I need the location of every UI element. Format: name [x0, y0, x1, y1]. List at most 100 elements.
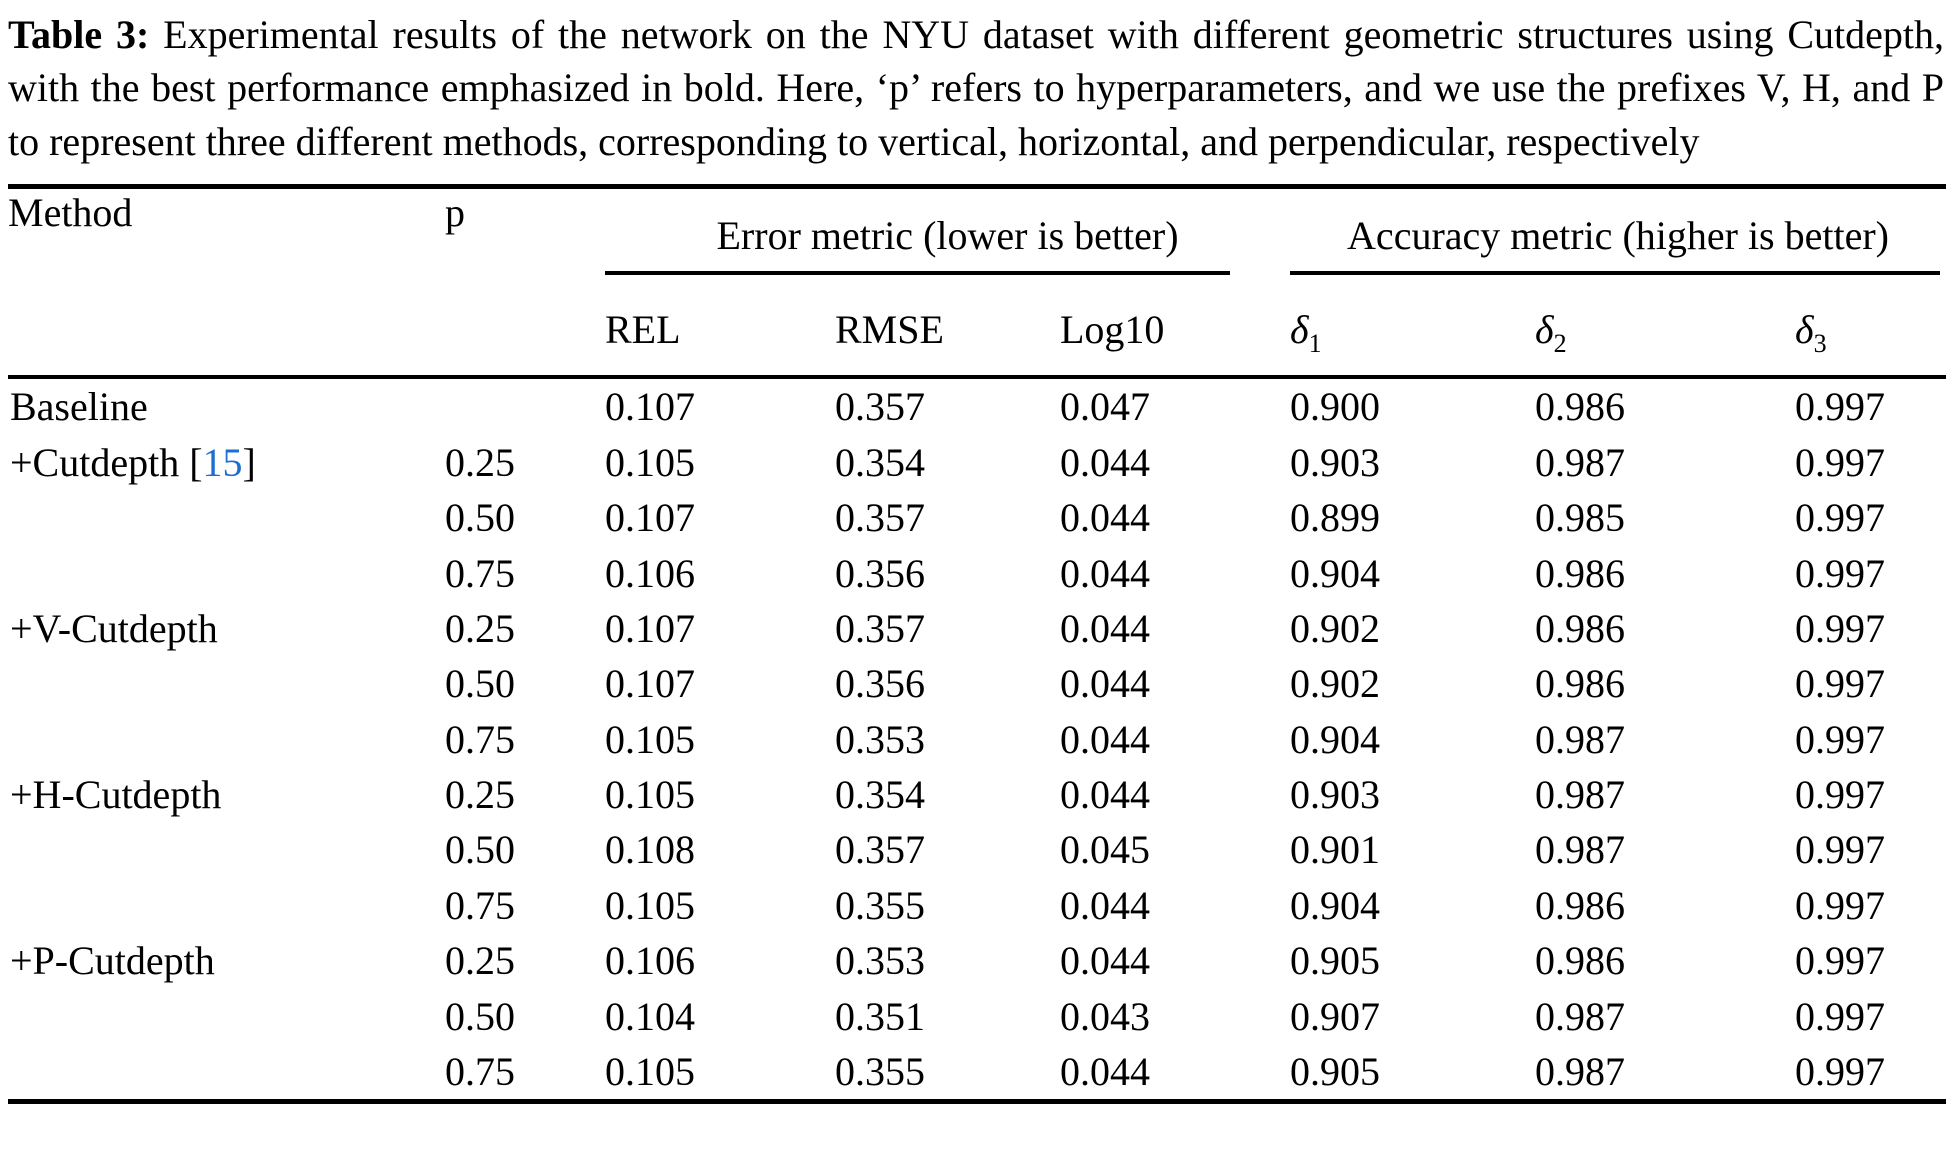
log10-cell: 0.044 [1060, 495, 1150, 541]
method-cell: +Cutdepth [15] [10, 439, 256, 485]
rmse-cell: 0.354 [835, 772, 925, 818]
delta-symbol: δ [1535, 307, 1554, 353]
rel-cell: 0.106 [605, 938, 695, 984]
p-cell: 0.25 [445, 938, 515, 984]
delta3-cell: 0.997 [1795, 1043, 1947, 1105]
log10-cell: 0.044 [1060, 938, 1150, 984]
p-cell: 0.75 [445, 1043, 605, 1105]
delta3-cell: 0.997 [1795, 439, 1886, 485]
table-row: +V-Cutdepth 0.25 0.107 0.357 0.044 0.902 0.986… [8, 601, 1946, 656]
delta2-cell: 0.987 [1535, 827, 1626, 873]
rmse-cell: 0.357 [835, 495, 925, 541]
log10-cell: 0.047 [1060, 384, 1150, 430]
group-header-accuracy-label: Accuracy metric (higher is better) [1347, 213, 1889, 259]
log10-cell: 0.044 [1060, 661, 1150, 707]
header-group-row: Method p Error metric (lower is better) … [8, 184, 1947, 380]
delta1-cell: 0.904 [1290, 716, 1381, 762]
delta2-cell: 0.986 [1535, 938, 1626, 984]
p-cell: 0.25 [445, 439, 515, 485]
rmse-cell: 0.351 [835, 993, 925, 1039]
delta3-cell: 0.997 [1795, 772, 1886, 818]
rmse-cell: 0.354 [835, 439, 925, 485]
rel-cell: 0.105 [605, 882, 695, 928]
rel-cell: 0.108 [605, 827, 695, 873]
p-cell: 0.75 [445, 550, 515, 596]
table-row: Baseline 0.107 0.357 0.047 0.900 0.986 0.997 [8, 377, 1946, 434]
rmse-cell: 0.353 [835, 938, 925, 984]
p-cell: 0.75 [445, 882, 515, 928]
rel-cell: 0.107 [605, 605, 695, 651]
rel-cell: 0.107 [605, 384, 695, 430]
delta-subscript: 1 [1308, 329, 1322, 359]
delta3-cell: 0.997 [1795, 384, 1886, 430]
delta3-cell: 0.997 [1795, 716, 1886, 762]
log10-cell: 0.044 [1060, 605, 1150, 651]
rel-cell: 0.107 [605, 661, 695, 707]
group-header-accuracy-metric: Accuracy metric (higher is better) [1290, 184, 1947, 276]
rel-cell: 0.107 [605, 495, 695, 541]
group-header-error-metric: Error metric (lower is better) [605, 184, 1291, 276]
p-cell: 0.25 [445, 605, 515, 651]
results-table-wrapper: Method p Error metric (lower is better) … [8, 184, 1947, 1105]
delta-subscript: 2 [1553, 329, 1567, 359]
rel-cell: 0.105 [605, 1043, 835, 1105]
method-cell [8, 1043, 445, 1105]
header-metric-row: REL RMSE Log10 δ1 δ2 δ3 [8, 275, 1947, 380]
log10-cell: 0.044 [1060, 1043, 1291, 1105]
log10-cell: 0.045 [1060, 827, 1150, 873]
method-cell: Baseline [10, 384, 148, 430]
table-row: 0.75 0.105 0.355 0.044 0.905 0.987 0.997 [8, 1043, 1947, 1105]
column-header-rmse: RMSE [835, 275, 1060, 380]
delta2-cell: 0.986 [1535, 661, 1626, 707]
delta2-cell: 0.986 [1535, 550, 1626, 596]
delta1-cell: 0.901 [1290, 827, 1381, 873]
delta2-cell: 0.987 [1535, 439, 1626, 485]
delta1-cell: 0.905 [1290, 938, 1381, 984]
rel-cell: 0.105 [605, 439, 695, 485]
delta1-cell: 0.903 [1290, 439, 1381, 485]
method-cell [8, 822, 445, 877]
table-row: 0.75 0.106 0.356 0.044 0.904 0.986 0.997 [8, 545, 1946, 600]
table-body: Baseline 0.107 0.357 0.047 0.900 0.986 0.997 +C… [8, 377, 1947, 1105]
log10-cell: 0.044 [1060, 439, 1150, 485]
delta1-cell: 0.907 [1290, 993, 1381, 1039]
delta1-cell: 0.899 [1290, 495, 1381, 541]
rmse-cell: 0.357 [835, 384, 925, 430]
rmse-cell: 0.355 [835, 882, 925, 928]
p-cell: 0.50 [445, 495, 515, 541]
table-row: 0.75 0.105 0.355 0.044 0.904 0.986 0.997 [8, 878, 1946, 933]
delta2-cell: 0.986 [1535, 882, 1626, 928]
log10-cell: 0.044 [1060, 716, 1150, 762]
method-cell [8, 656, 445, 711]
log10-cell: 0.044 [1060, 772, 1150, 818]
delta2-cell: 0.985 [1535, 495, 1626, 541]
table-header: Method p Error metric (lower is better) … [8, 184, 1947, 380]
rel-cell: 0.106 [605, 550, 695, 596]
log10-cell: 0.044 [1060, 550, 1150, 596]
column-header-method: Method [8, 184, 445, 380]
rmse-cell: 0.353 [835, 716, 925, 762]
method-cell [8, 712, 445, 767]
column-header-delta1: δ1 [1290, 275, 1536, 380]
column-header-rel: REL [605, 275, 835, 380]
rmse-cell: 0.357 [835, 827, 925, 873]
p-cell: 0.50 [445, 993, 515, 1039]
group-header-error-label: Error metric (lower is better) [716, 213, 1179, 259]
delta2-cell: 0.987 [1535, 993, 1626, 1039]
rmse-cell: 0.356 [835, 661, 925, 707]
method-cell: +H-Cutdepth [10, 772, 222, 818]
error-group-rule [605, 271, 1231, 276]
delta2-cell: 0.987 [1535, 1043, 1796, 1105]
table-row: 0.50 0.104 0.351 0.043 0.907 0.987 0.997 [8, 988, 1946, 1043]
delta3-cell: 0.997 [1795, 882, 1886, 928]
delta1-cell: 0.902 [1290, 661, 1381, 707]
results-table: Method p Error metric (lower is better) … [8, 184, 1947, 1105]
p-cell [445, 377, 605, 434]
p-cell: 0.25 [445, 772, 515, 818]
column-header-p: p [445, 184, 605, 380]
rmse-cell: 0.357 [835, 605, 925, 651]
log10-cell: 0.043 [1060, 993, 1150, 1039]
column-header-delta2: δ2 [1535, 275, 1796, 380]
citation-link[interactable]: 15 [202, 439, 243, 485]
method-cell [8, 545, 445, 600]
